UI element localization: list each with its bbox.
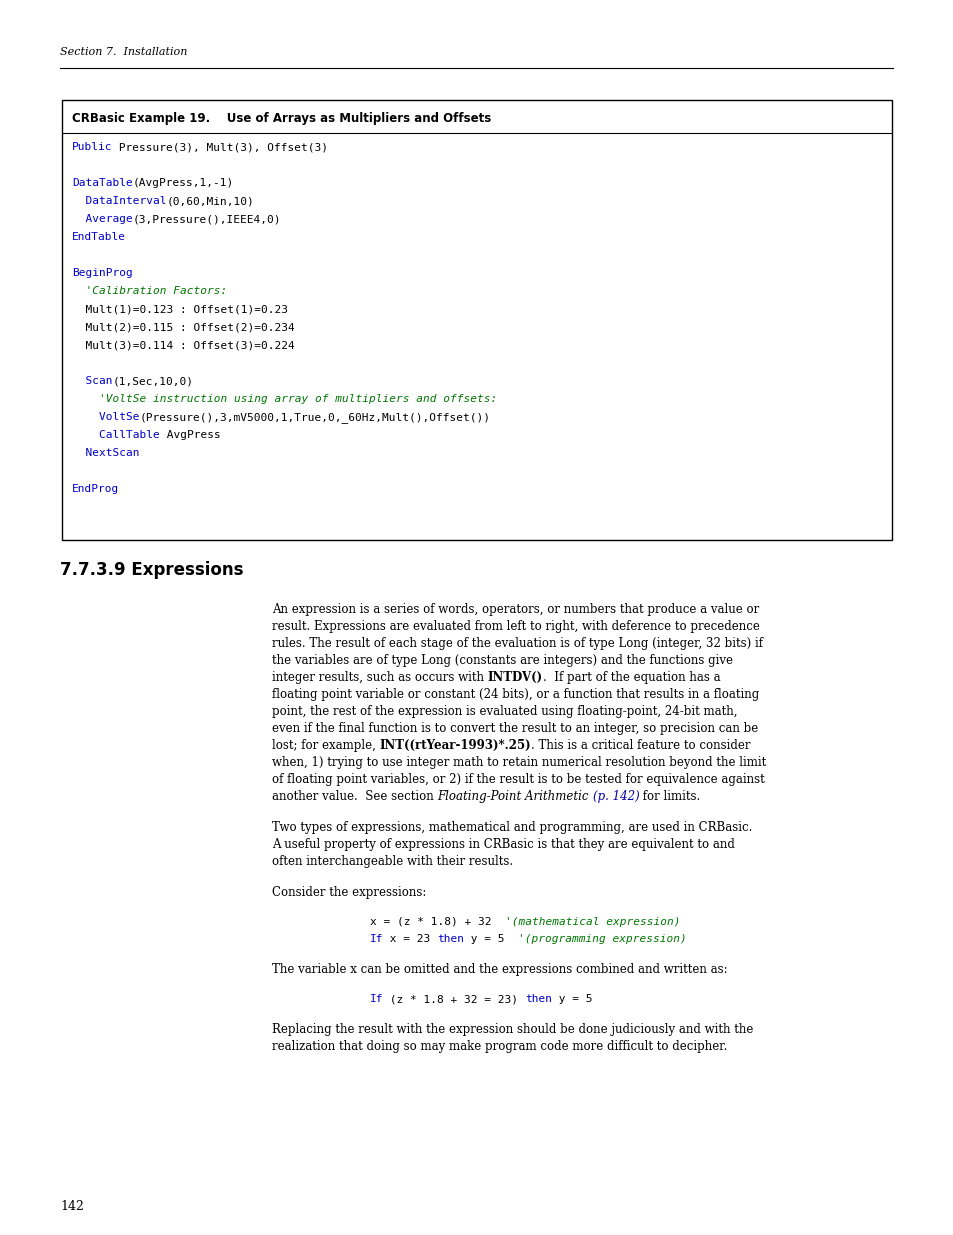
Text: Consider the expressions:: Consider the expressions: <box>272 885 426 899</box>
Text: for limits.: for limits. <box>639 790 700 803</box>
Text: y = 5: y = 5 <box>464 934 518 944</box>
Text: BeginProg: BeginProg <box>71 268 132 278</box>
Text: DataTable: DataTable <box>71 178 132 188</box>
Text: (p. 142): (p. 142) <box>592 790 639 803</box>
Text: even if the final function is to convert the result to an integer, so precision : even if the final function is to convert… <box>272 722 758 735</box>
Text: result. Expressions are evaluated from left to right, with deference to preceden: result. Expressions are evaluated from l… <box>272 620 760 634</box>
Text: (AvgPress,1,-1): (AvgPress,1,-1) <box>132 178 233 188</box>
Text: rules. The result of each stage of the evaluation is of type Long (integer, 32 b: rules. The result of each stage of the e… <box>272 637 762 650</box>
Text: '(programming expression): '(programming expression) <box>518 934 686 944</box>
Text: A useful property of expressions in CRBasic is that they are equivalent to and: A useful property of expressions in CRBa… <box>272 839 734 851</box>
Text: then: then <box>437 934 464 944</box>
Text: INTDV(): INTDV() <box>487 671 542 684</box>
Text: EndProg: EndProg <box>71 484 119 494</box>
Text: If: If <box>370 934 383 944</box>
Text: If: If <box>370 994 383 1004</box>
Bar <box>62 100 891 540</box>
Text: Section 7.  Installation: Section 7. Installation <box>60 47 187 57</box>
Text: point, the rest of the expression is evaluated using floating-point, 24-bit math: point, the rest of the expression is eva… <box>272 705 737 718</box>
Text: 142: 142 <box>60 1200 84 1213</box>
Text: the variables are of type Long (constants are integers) and the functions give: the variables are of type Long (constant… <box>272 655 732 667</box>
Text: when, 1) trying to use integer math to retain numerical resolution beyond the li: when, 1) trying to use integer math to r… <box>272 756 765 769</box>
Text: another value.  See section: another value. See section <box>272 790 437 803</box>
Text: 7.7.3.9 Expressions: 7.7.3.9 Expressions <box>60 561 243 579</box>
Text: integer results, such as occurs with: integer results, such as occurs with <box>272 671 487 684</box>
Text: Floating-Point Arithmetic: Floating-Point Arithmetic <box>437 790 588 803</box>
Text: CRBasic Example 19.    Use of Arrays as Multipliers and Offsets: CRBasic Example 19. Use of Arrays as Mul… <box>71 112 491 125</box>
Text: '(mathematical expression): '(mathematical expression) <box>504 918 679 927</box>
Text: EndTable: EndTable <box>71 232 126 242</box>
Text: (0,60,Min,10): (0,60,Min,10) <box>167 196 254 206</box>
Text: .  If part of the equation has a: . If part of the equation has a <box>542 671 720 684</box>
Text: 'Calibration Factors:: 'Calibration Factors: <box>71 287 227 296</box>
Text: AvgPress: AvgPress <box>159 430 220 440</box>
Text: . This is a critical feature to consider: . This is a critical feature to consider <box>531 739 750 752</box>
Text: floating point variable or constant (24 bits), or a function that results in a f: floating point variable or constant (24 … <box>272 688 759 701</box>
Text: NextScan: NextScan <box>71 448 139 458</box>
Text: DataInterval: DataInterval <box>71 196 167 206</box>
Text: (z * 1.8 + 32 = 23): (z * 1.8 + 32 = 23) <box>383 994 525 1004</box>
Text: Mult(1)=0.123 : Offset(1)=0.23: Mult(1)=0.123 : Offset(1)=0.23 <box>71 304 288 314</box>
Text: Scan: Scan <box>71 375 112 387</box>
Text: The variable x can be omitted and the expressions combined and written as:: The variable x can be omitted and the ex… <box>272 963 727 976</box>
Text: x = (z * 1.8) + 32: x = (z * 1.8) + 32 <box>370 918 504 927</box>
Text: (3,Pressure(),IEEE4,0): (3,Pressure(),IEEE4,0) <box>132 214 281 224</box>
Text: Mult(2)=0.115 : Offset(2)=0.234: Mult(2)=0.115 : Offset(2)=0.234 <box>71 322 294 332</box>
Text: (1,Sec,10,0): (1,Sec,10,0) <box>112 375 193 387</box>
Text: An expression is a series of words, operators, or numbers that produce a value o: An expression is a series of words, oper… <box>272 603 759 616</box>
Text: Two types of expressions, mathematical and programming, are used in CRBasic.: Two types of expressions, mathematical a… <box>272 821 752 834</box>
Text: 'VoltSe instruction using array of multipliers and offsets:: 'VoltSe instruction using array of multi… <box>71 394 497 404</box>
Text: CallTable: CallTable <box>71 430 159 440</box>
Text: then: then <box>525 994 552 1004</box>
Text: VoltSe: VoltSe <box>71 412 139 422</box>
Text: y = 5: y = 5 <box>552 994 592 1004</box>
Text: x = 23: x = 23 <box>383 934 437 944</box>
Text: Replacing the result with the expression should be done judiciously and with the: Replacing the result with the expression… <box>272 1023 753 1036</box>
Text: (Pressure(),3,mV5000,1,True,0,_60Hz,Mult(),Offset()): (Pressure(),3,mV5000,1,True,0,_60Hz,Mult… <box>139 412 490 422</box>
Text: of floating point variables, or 2) if the result is to be tested for equivalence: of floating point variables, or 2) if th… <box>272 773 764 785</box>
Text: lost; for example,: lost; for example, <box>272 739 379 752</box>
Text: Pressure(3), Mult(3), Offset(3): Pressure(3), Mult(3), Offset(3) <box>112 142 328 152</box>
Text: often interchangeable with their results.: often interchangeable with their results… <box>272 855 513 868</box>
Text: realization that doing so may make program code more difficult to decipher.: realization that doing so may make progr… <box>272 1040 726 1053</box>
Text: Mult(3)=0.114 : Offset(3)=0.224: Mult(3)=0.114 : Offset(3)=0.224 <box>71 340 294 350</box>
Text: Public: Public <box>71 142 112 152</box>
Text: INT((rtYear-1993)*.25): INT((rtYear-1993)*.25) <box>379 739 531 752</box>
Text: Average: Average <box>71 214 132 224</box>
